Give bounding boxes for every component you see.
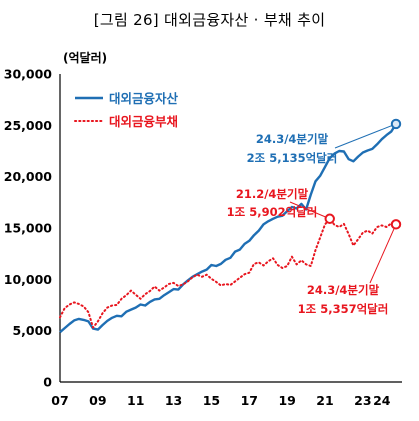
y-tick-label: 10,000 bbox=[4, 272, 53, 287]
x-tick-label: 07 bbox=[51, 393, 68, 408]
annotation-date-label: 24.3/4분기말 bbox=[256, 132, 329, 146]
x-tick-label: 15 bbox=[203, 393, 220, 408]
series-line-assets bbox=[59, 123, 398, 334]
y-tick-label: 20,000 bbox=[4, 169, 53, 184]
annotation-marker bbox=[390, 118, 402, 130]
annotation-leader-line bbox=[334, 123, 397, 149]
annotation-value-label: 1조 5,357억달러 bbox=[298, 302, 389, 316]
annotation-leader-line bbox=[369, 224, 397, 284]
x-tick-label: 17 bbox=[241, 393, 258, 408]
annotation-marker bbox=[390, 219, 402, 230]
unit-label: (억달러) bbox=[63, 50, 107, 65]
annotation-date-label: 21.2/4분기말 bbox=[236, 187, 309, 201]
x-tick-label: 13 bbox=[165, 393, 182, 408]
y-tick-labels: 0 5,000 10,000 15,000 20,000 25,000 30,000 bbox=[4, 67, 53, 390]
chart-title: [그림 26] 대외금융자산 · 부채 추이 bbox=[93, 11, 326, 29]
annotation-date-label: 24.3/4분기말 bbox=[307, 283, 380, 297]
y-tick-label: 0 bbox=[43, 375, 52, 390]
annotation-value-label: 1조 5,902억달러 bbox=[227, 205, 318, 219]
legend: 대외금융자산 대외금융부채 bbox=[74, 91, 179, 129]
x-tick-label: 23 bbox=[354, 393, 371, 408]
y-tick-label: 30,000 bbox=[4, 67, 53, 82]
x-tick-label: 09 bbox=[89, 393, 106, 408]
y-tick-label: 25,000 bbox=[4, 118, 53, 133]
annotation-leader-line bbox=[289, 201, 330, 220]
annotation-marker bbox=[324, 213, 335, 224]
annotation-value-label: 2조 5,135억달러 bbox=[247, 151, 338, 165]
x-tick-label: 24 bbox=[373, 393, 391, 408]
annotation-layer: 24.3/4분기말 2조 5,135억달러 21.2/4분기말 1조 5,902억달러… bbox=[227, 118, 402, 316]
legend-label-assets: 대외금융자산 bbox=[109, 91, 179, 106]
series-layer bbox=[59, 123, 398, 334]
x-tick-label: 11 bbox=[127, 393, 144, 408]
legend-label-liabilities: 대외금융부채 bbox=[109, 114, 178, 129]
x-tick-label: 19 bbox=[278, 393, 295, 408]
x-tick-label: 21 bbox=[316, 393, 333, 408]
x-tick-labels: 07 09 11 13 15 17 19 21 23 24 bbox=[51, 393, 391, 408]
series-line-liabilities bbox=[59, 217, 397, 329]
y-tick-label: 5,000 bbox=[12, 323, 52, 338]
y-tick-label: 15,000 bbox=[4, 221, 53, 236]
